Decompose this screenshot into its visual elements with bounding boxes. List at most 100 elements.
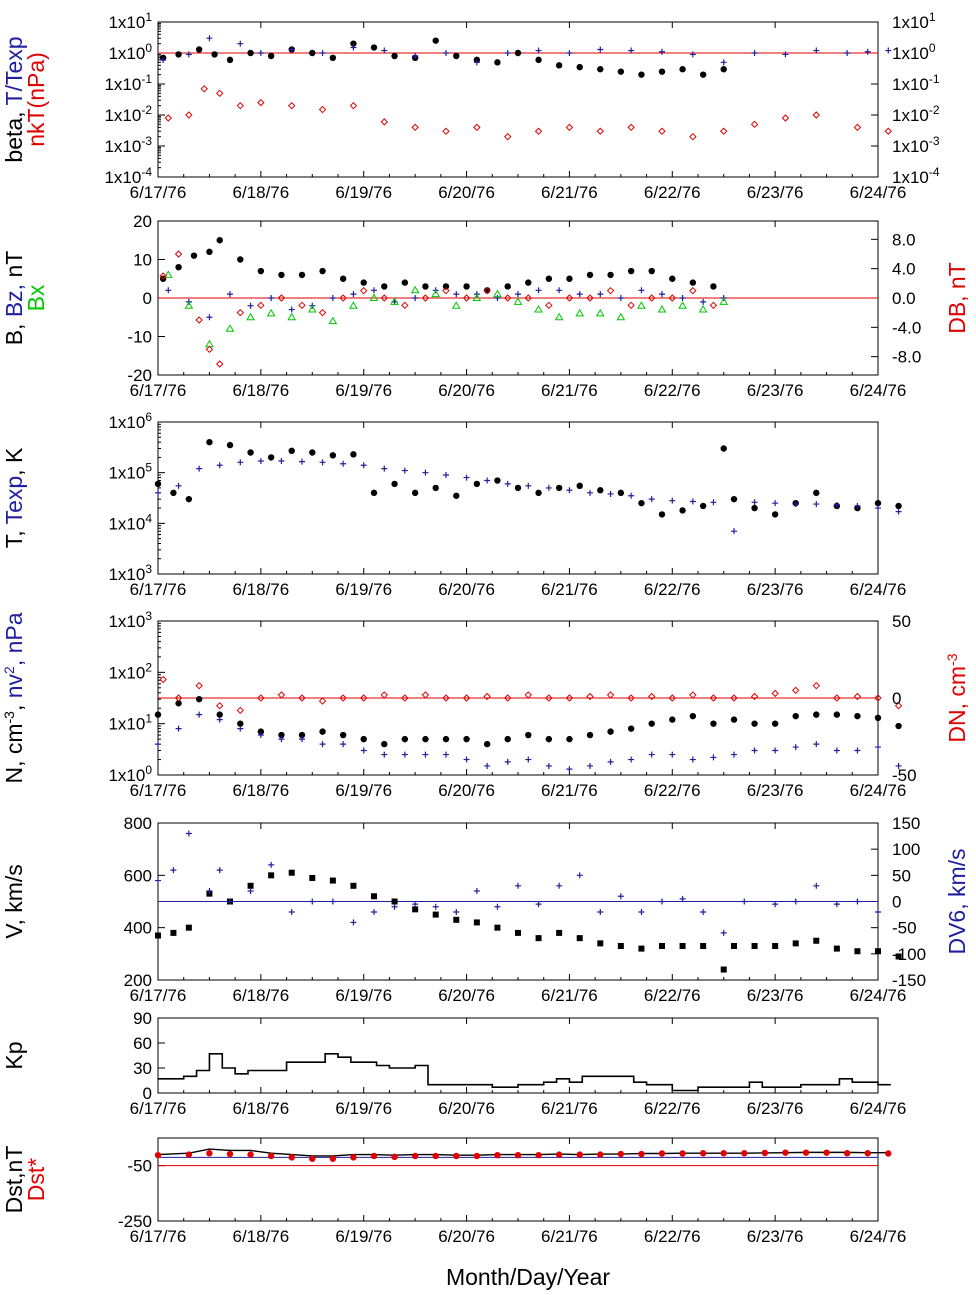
data-point [371,287,377,294]
data-point [278,736,285,743]
data-point [319,728,326,735]
data-point [319,50,326,56]
data-point [875,948,881,955]
data-point [278,271,285,279]
data-point [504,694,512,702]
data-point [268,861,275,868]
data-point [875,744,881,751]
data-point [360,694,368,702]
y2-tick-label: 1x101 [892,10,936,32]
plot-frame [157,21,879,178]
data-point [174,694,183,702]
data-point [710,499,717,506]
y-tick-label: 20 [133,212,152,231]
data-point [318,308,327,317]
data-point [175,482,182,489]
data-point [874,499,882,507]
x-tick-label: 6/20/76 [438,381,495,400]
data-point [350,1154,357,1161]
data-point [453,1152,460,1160]
data-point [349,301,358,309]
series-dst- [154,1149,892,1162]
data-point [669,275,676,282]
data-point [349,101,358,110]
data-point [597,940,604,947]
data-point [597,66,604,73]
data-point [170,489,177,497]
data-point [627,267,635,275]
data-point [792,744,799,751]
y-tick-label: 600 [124,866,152,885]
data-point [525,731,532,739]
data-point [813,882,820,889]
x-tick-label: 6/17/76 [130,580,187,599]
data-point [895,953,902,960]
panel-beta-texp [157,21,892,178]
data-point [370,1152,378,1160]
data-point [494,295,501,301]
data-point [401,735,409,743]
x-tick-label: 6/19/76 [335,781,392,800]
data-point [288,1154,295,1161]
data-point [720,966,727,973]
data-point [720,66,727,73]
data-point [535,489,542,497]
x-tick-label: 6/22/76 [644,1227,701,1246]
data-point [421,294,430,302]
data-point [731,942,737,949]
data-point [772,500,779,507]
data-point [370,44,378,51]
y2-tick-label: -4.0 [892,318,921,337]
data-point [504,132,512,141]
data-point [453,52,460,60]
y2-axis-label: DN, cm-3 [944,653,970,742]
data-point [257,694,265,702]
data-point [658,127,666,135]
series-texp [155,457,902,535]
data-point [431,289,441,298]
x-tick-label: 6/18/76 [232,183,289,202]
data-point [381,465,388,472]
x-tick-label: 6/19/76 [335,381,392,400]
data-point [884,127,892,135]
data-point [175,51,182,58]
data-point [638,287,645,294]
data-point [340,741,347,748]
data-point [340,460,347,467]
data-point [638,499,645,507]
data-point [484,477,491,484]
data-point [287,312,297,321]
y-axis-label: Kp [1,1041,27,1069]
data-point [288,101,296,110]
data-point [565,123,574,132]
data-point [843,1150,851,1157]
data-point [473,888,480,895]
data-point [545,762,552,769]
data-point [751,747,758,754]
data-point [792,686,800,695]
data-point [350,44,357,51]
data-point [494,903,501,910]
data-point [617,489,625,497]
data-point [159,272,167,280]
data-point [473,123,481,132]
y-tick-label: 1x104 [108,511,152,533]
data-point [163,270,173,278]
x-tick-label: 6/23/76 [747,1099,804,1118]
data-point [700,298,707,305]
x-tick-label: 6/24/76 [850,580,907,599]
data-point [617,893,624,900]
data-point [381,751,388,758]
data-point [658,1150,666,1157]
data-point [350,40,357,47]
data-point [216,89,224,98]
data-point [288,46,295,53]
data-point [854,747,861,754]
data-point [309,449,316,456]
x-tick-label: 6/17/76 [130,1099,187,1118]
data-point [638,908,645,915]
data-point [555,1151,563,1158]
data-point [833,502,840,509]
x-tick-label: 6/22/76 [644,580,701,599]
data-point [504,294,512,302]
